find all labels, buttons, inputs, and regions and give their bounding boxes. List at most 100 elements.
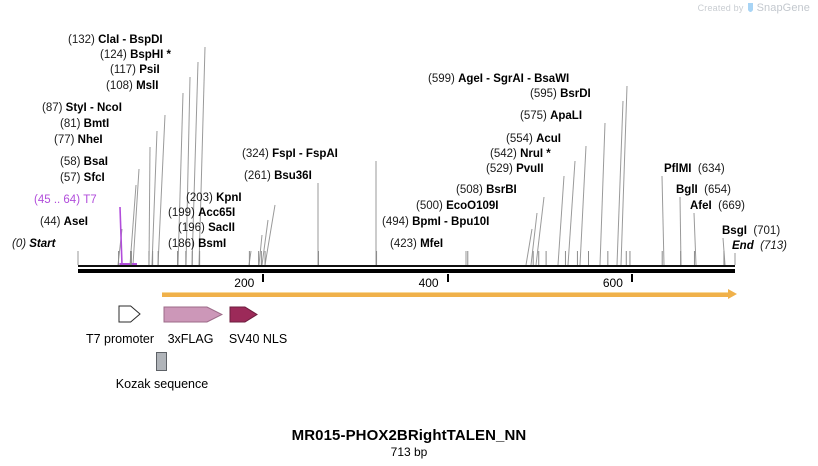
enzyme-name: AfeI xyxy=(690,200,712,212)
leader-line xyxy=(620,85,628,266)
enzyme-name: PsiI xyxy=(139,64,160,76)
enzyme-position: (508) xyxy=(456,184,483,196)
leader-line xyxy=(557,175,565,266)
enzyme-position: (0) xyxy=(12,238,27,250)
enzyme-name: AseI xyxy=(63,216,88,228)
enzyme-site-label[interactable]: (494) BpmI - Bpu10I xyxy=(382,216,489,228)
enzyme-site-label[interactable]: (108) MslI xyxy=(106,80,158,92)
ruler-tick-label: 600 xyxy=(602,276,623,290)
feature-3xflag[interactable] xyxy=(163,304,224,325)
leader-line xyxy=(679,196,682,266)
enzyme-position: (57) xyxy=(60,172,81,184)
enzyme-position: (186) xyxy=(168,238,195,250)
enzyme-position: (77) xyxy=(54,134,75,146)
enzyme-site-label[interactable]: End (713) xyxy=(732,240,787,252)
enzyme-name: StyI - NcoI xyxy=(65,102,122,114)
enzyme-name: NruI * xyxy=(520,148,551,160)
ruler-tick-mark xyxy=(630,274,633,282)
enzyme-position: (500) xyxy=(416,200,443,212)
enzyme-position: (44) xyxy=(40,216,61,228)
leader-line xyxy=(191,61,199,266)
leader-line xyxy=(148,146,151,266)
leader-line xyxy=(599,122,606,266)
enzyme-name: BglI xyxy=(676,184,698,196)
leader-line xyxy=(722,237,726,266)
enzyme-position: (595) xyxy=(530,88,557,100)
leader-line xyxy=(185,76,191,266)
enzyme-position: (554) xyxy=(506,133,533,145)
enzyme-site-label[interactable]: (77) NheI xyxy=(54,134,103,146)
enzyme-site-label[interactable]: (58) BsaI xyxy=(60,156,108,168)
feature-sv40-nls[interactable] xyxy=(229,304,258,325)
enzyme-position: (634) xyxy=(697,163,725,175)
enzyme-position: (108) xyxy=(106,80,133,92)
enzyme-site-label[interactable]: (500) EcoO109I xyxy=(416,200,498,212)
enzyme-name: KpnI xyxy=(216,192,242,204)
enzyme-name: BmtI xyxy=(83,118,110,130)
enzyme-site-label[interactable]: (529) PvuII xyxy=(486,163,544,175)
enzyme-site-label[interactable]: (542) NruI * xyxy=(490,148,551,160)
enzyme-position: (575) xyxy=(520,110,547,122)
enzyme-site-label[interactable]: (199) Acc65I xyxy=(168,207,235,219)
enzyme-site-label[interactable]: (595) BsrDI xyxy=(530,88,591,100)
enzyme-site-label[interactable]: (599) AgeI - SgrAI - BsaWI xyxy=(428,73,569,85)
leader-line xyxy=(693,212,697,266)
feature-kozak-sequence[interactable] xyxy=(156,352,167,371)
leader-line xyxy=(119,206,123,266)
leader-line xyxy=(117,228,123,266)
enzyme-position: (81) xyxy=(60,118,81,130)
leader-line xyxy=(157,114,166,266)
enzyme-position: (117) xyxy=(110,64,136,76)
enzyme-site-label[interactable]: (117) PsiI xyxy=(110,64,160,76)
enzyme-site-label[interactable]: BsgI (701) xyxy=(722,225,780,237)
enzyme-name: ApaLI xyxy=(550,110,583,122)
ruler-tick-label: 400 xyxy=(418,276,439,290)
enzyme-name: SacII xyxy=(208,222,235,234)
enzyme-position: (132) xyxy=(68,34,95,46)
leader-line xyxy=(535,196,545,266)
enzyme-site-label[interactable]: (575) ApaLI xyxy=(520,110,582,122)
enzyme-site-label[interactable]: PflMI (634) xyxy=(664,163,725,175)
enzyme-site-label[interactable]: (508) BsrBI xyxy=(456,184,517,196)
enzyme-name: BsmI xyxy=(198,238,227,250)
enzyme-site-label[interactable]: (554) AcuI xyxy=(506,133,561,145)
enzyme-name: PvuII xyxy=(516,163,544,175)
enzyme-site-label[interactable]: (57) SfcI xyxy=(60,172,105,184)
enzyme-name: EcoO109I xyxy=(446,200,499,212)
enzyme-site-label[interactable]: (324) FspI - FspAI xyxy=(242,148,338,160)
enzyme-site-label[interactable]: (87) StyI - NcoI xyxy=(42,102,122,114)
enzyme-name: ClaI - BspDI xyxy=(98,34,163,46)
enzyme-position: (199) xyxy=(168,207,195,219)
feature-arrow-shape xyxy=(118,305,141,323)
enzyme-site-label[interactable]: (203) KpnI xyxy=(186,192,242,204)
enzyme-site-label[interactable]: (196) SacII xyxy=(178,222,235,234)
enzyme-site-label[interactable]: (45 .. 64) T7 xyxy=(34,194,97,206)
enzyme-site-label[interactable]: (124) BspHI * xyxy=(100,49,171,61)
orf-shaft xyxy=(162,292,728,297)
snapgene-logo-icon xyxy=(747,2,754,14)
orf-arrowhead xyxy=(728,289,737,299)
enzyme-site-label[interactable]: (81) BmtI xyxy=(60,118,109,130)
enzyme-site-label[interactable]: (44) AseI xyxy=(40,216,88,228)
enzyme-site-label[interactable]: (261) Bsu36I xyxy=(244,170,312,182)
feature-arrow-shape xyxy=(163,306,224,323)
enzyme-name: MfeI xyxy=(420,238,444,250)
enzyme-name: PflMI xyxy=(664,163,692,175)
enzyme-position: (529) xyxy=(486,163,513,175)
feature-t7-promoter[interactable] xyxy=(118,303,141,325)
feature-arrow-shape xyxy=(229,306,258,323)
sequence-length-label: 713 bp xyxy=(390,445,428,459)
leader-line xyxy=(129,184,137,266)
enzyme-name: BsgI xyxy=(722,225,747,237)
enzyme-site-label[interactable]: (0) Start xyxy=(12,238,55,250)
enzyme-site-label[interactable]: (423) MfeI xyxy=(390,238,443,250)
enzyme-site-label[interactable]: (186) BsmI xyxy=(168,238,226,250)
enzyme-site-label[interactable]: (132) ClaI - BspDI xyxy=(68,34,163,46)
leader-line xyxy=(530,212,538,266)
sequence-backbone[interactable] xyxy=(78,268,735,273)
enzyme-name: Bsu36I xyxy=(274,170,312,182)
enzyme-site-label[interactable]: AfeI (669) xyxy=(690,200,745,212)
enzyme-site-label[interactable]: BglI (654) xyxy=(676,184,731,196)
enzyme-name: FspI - FspAI xyxy=(272,148,338,160)
enzyme-name: SfcI xyxy=(83,172,105,184)
